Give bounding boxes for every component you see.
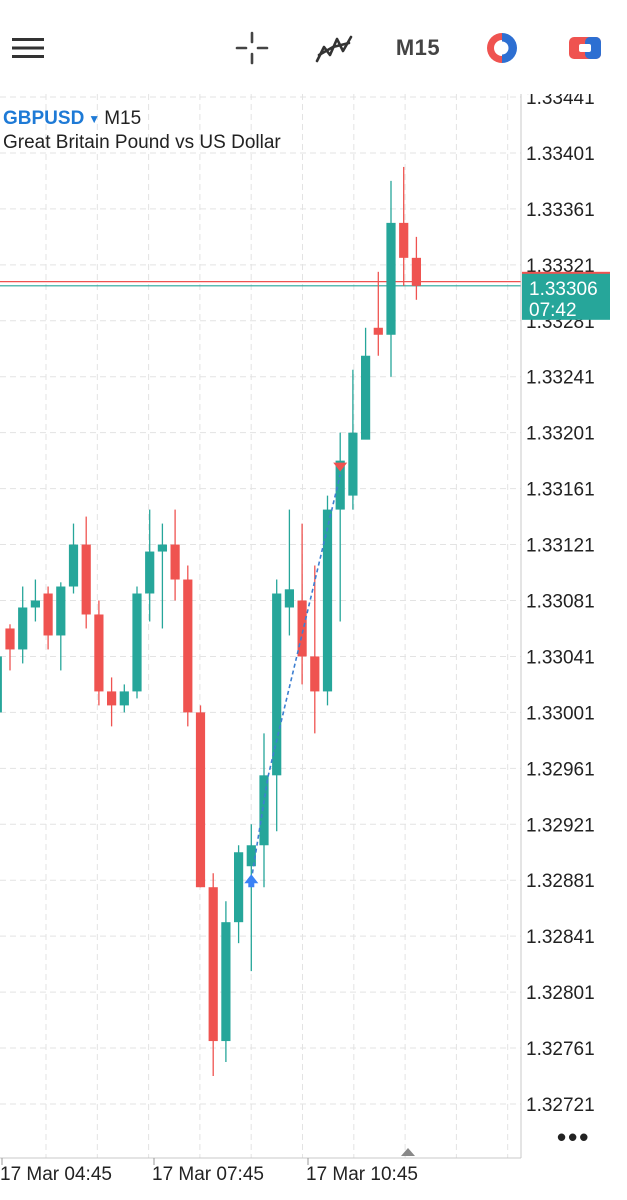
candle-body <box>386 222 396 335</box>
candle-body <box>56 586 66 636</box>
trade-connector-line <box>250 474 341 881</box>
candle-body <box>81 544 91 615</box>
candle-body <box>272 593 282 776</box>
candle-body <box>310 656 320 692</box>
price-axis-label: 1.32761 <box>526 1039 595 1060</box>
time-axis-label: 17 Mar 07:45 <box>152 1164 264 1185</box>
price-axis-label: 1.33401 <box>526 144 595 165</box>
candle-body <box>30 600 40 608</box>
time-axis-label: 17 Mar 10:45 <box>306 1164 418 1185</box>
price-axis-label: 1.32801 <box>526 983 595 1004</box>
timeframe-button[interactable]: M15 <box>395 35 441 60</box>
candle-body <box>107 691 117 706</box>
candle-body <box>234 852 244 923</box>
candle-body <box>297 600 307 657</box>
bar-countdown-label: 07:42 <box>529 300 577 321</box>
candle-body <box>5 628 15 650</box>
price-axis-label: 1.32841 <box>526 927 595 948</box>
candle-body <box>361 355 371 440</box>
candle-body <box>170 544 180 580</box>
candle-body <box>373 327 383 335</box>
price-axis-label: 1.33361 <box>526 200 595 221</box>
candle-body <box>322 509 333 692</box>
hamburger-menu-icon[interactable] <box>6 28 50 68</box>
candle-body <box>119 691 129 706</box>
candle-body <box>132 593 142 692</box>
current-price-label: 1.33306 <box>529 279 598 300</box>
top-toolbar: M15 <box>0 0 627 94</box>
candle-body <box>335 460 345 510</box>
price-axis-label: 1.32961 <box>526 759 595 780</box>
candle-body <box>246 845 256 867</box>
time-axis-label: 17 Mar 04:45 <box>0 1164 112 1185</box>
candle-body <box>221 922 231 1042</box>
price-axis-label: 1.33121 <box>526 536 595 557</box>
buy-arrow-icon <box>244 874 259 888</box>
candle-body <box>284 589 294 608</box>
price-axis-label: 1.32881 <box>526 871 595 892</box>
chart-header: GBPUSD ▼ M15 <box>3 108 141 130</box>
candle-body <box>399 222 409 258</box>
price-tag <box>522 273 610 320</box>
candle-body <box>0 656 2 713</box>
price-axis-label: 1.32921 <box>526 815 595 836</box>
sell-arrow-icon <box>333 462 348 472</box>
price-axis-label: 1.33161 <box>526 480 595 501</box>
candle-body <box>18 607 28 650</box>
price-chart[interactable]: 1.334411.334011.333611.333211.332811.332… <box>0 94 627 1200</box>
caret-down-icon[interactable]: ▼ <box>88 112 101 126</box>
price-axis-label: 1.33321 <box>526 256 595 277</box>
price-axis-label: 1.32721 <box>526 1095 595 1116</box>
candle-body <box>157 544 167 552</box>
symbol-description: Great Britain Pound vs US Dollar <box>3 132 281 153</box>
candle-body <box>259 775 269 846</box>
candle-body <box>145 551 155 594</box>
crosshair-icon[interactable] <box>230 28 274 68</box>
candle-body <box>208 887 218 1042</box>
trade-icon[interactable] <box>480 28 524 68</box>
indicators-icon[interactable] <box>312 28 356 68</box>
candle-body <box>183 579 193 713</box>
price-axis-label: 1.33201 <box>526 424 595 445</box>
candle-body <box>94 614 104 692</box>
candle-body <box>68 544 79 587</box>
scroll-marker-icon <box>401 1148 415 1156</box>
price-axis-label: 1.33241 <box>526 368 595 389</box>
price-axis-label: 1.33441 <box>526 94 595 109</box>
candle-body <box>43 593 53 636</box>
symbol-name[interactable]: GBPUSD <box>3 108 85 129</box>
price-axis-label: 1.33041 <box>526 647 595 668</box>
candle-body <box>195 712 206 888</box>
candle-body <box>348 432 358 496</box>
price-axis-label: 1.33001 <box>526 703 595 724</box>
candle-body <box>411 257 421 286</box>
more-options-icon[interactable]: ••• <box>557 1122 591 1152</box>
one-click-trading-icon[interactable] <box>563 28 607 68</box>
price-axis-label: 1.33081 <box>526 592 595 613</box>
ask-tag-edge <box>522 271 610 275</box>
header-timeframe: M15 <box>104 108 142 129</box>
